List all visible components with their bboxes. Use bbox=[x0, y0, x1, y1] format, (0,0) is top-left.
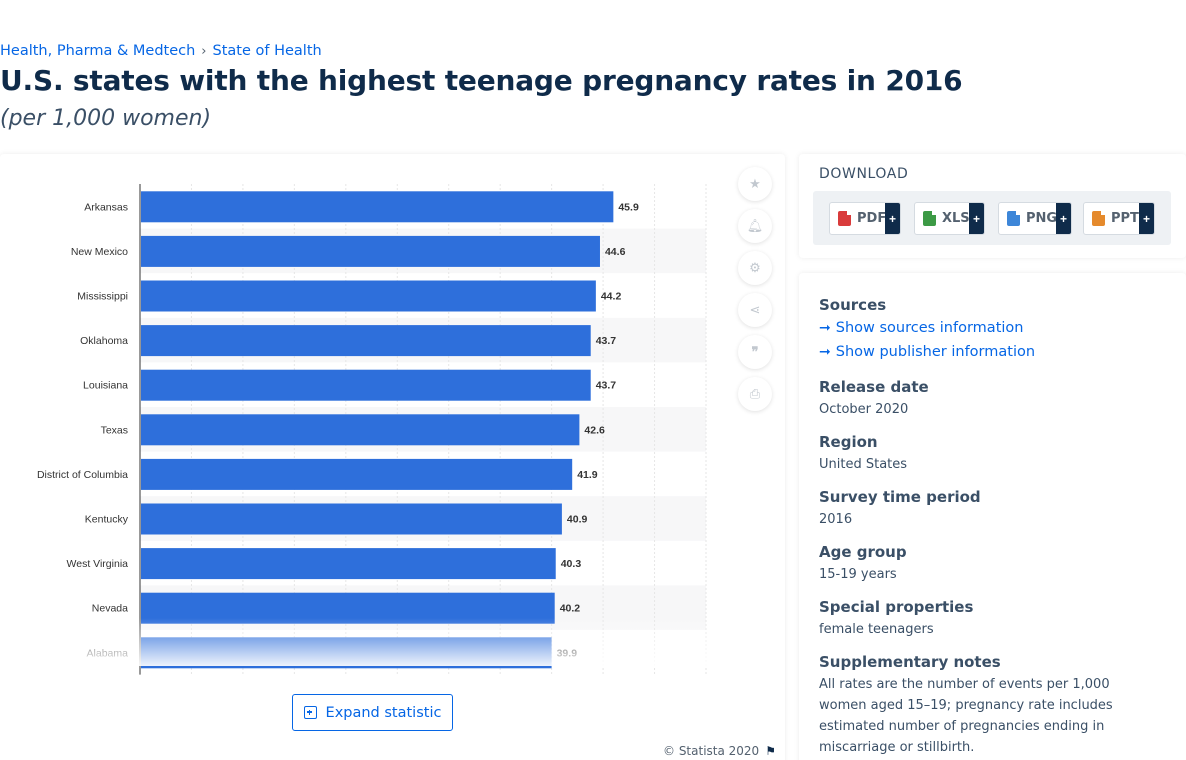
download-xls-plus[interactable]: + bbox=[969, 203, 984, 234]
download-pdf-label: PDF bbox=[857, 211, 887, 226]
bar[interactable] bbox=[141, 235, 600, 267]
page-title: U.S. states with the highest teenage pre… bbox=[0, 64, 963, 97]
special-properties-value: female teenagers bbox=[819, 622, 934, 637]
flag-icon[interactable]: ⚑ bbox=[765, 744, 776, 758]
bar[interactable] bbox=[141, 548, 556, 580]
favorite-button[interactable]: ★ bbox=[738, 167, 772, 201]
print-icon: ⎙ bbox=[749, 386, 761, 401]
supplementary-notes-value: All rates are the number of events per 1… bbox=[819, 677, 1113, 755]
print-button[interactable]: ⎙ bbox=[738, 377, 772, 411]
chart-card: Arkansas New Mexico Mississippi Oklahoma Lou… bbox=[0, 154, 785, 760]
download-row: PDF + XLS + PNG + PPT + bbox=[813, 191, 1171, 245]
value-label: 43.7 bbox=[596, 335, 617, 347]
share-icon: ⋖ bbox=[749, 302, 761, 317]
breadcrumb: Health, Pharma & Medtech › State of Heal… bbox=[0, 43, 322, 59]
category-label: Nevada bbox=[92, 603, 128, 615]
cite-button[interactable]: ❞ bbox=[738, 335, 772, 369]
bar[interactable] bbox=[141, 458, 573, 490]
category-label: Louisiana bbox=[83, 380, 128, 392]
release-date-heading: Release date bbox=[819, 378, 929, 396]
category-label: West Virginia bbox=[67, 558, 129, 570]
sources-heading: Sources bbox=[819, 296, 887, 314]
download-pdf-plus[interactable]: + bbox=[885, 203, 900, 234]
survey-period-value: 2016 bbox=[819, 512, 853, 527]
value-label: 40.3 bbox=[561, 558, 582, 570]
bar[interactable] bbox=[141, 280, 596, 312]
star-icon: ★ bbox=[749, 176, 761, 191]
category-label: New Mexico bbox=[71, 246, 128, 258]
bell-icon: 🔔︎ bbox=[746, 218, 764, 233]
category-label: Arkansas bbox=[84, 201, 128, 213]
value-label: 41.9 bbox=[577, 469, 598, 481]
copyright: © Statista 2020 ⚑ bbox=[663, 744, 776, 758]
survey-period-heading: Survey time period bbox=[819, 488, 981, 506]
value-label: 45.9 bbox=[618, 201, 639, 213]
ppt-file-icon bbox=[1092, 211, 1105, 226]
fade-overlay bbox=[0, 618, 720, 666]
bar[interactable] bbox=[141, 191, 614, 223]
arrow-right-icon: ➞ bbox=[819, 344, 831, 360]
download-ppt-plus[interactable]: + bbox=[1139, 203, 1154, 234]
notification-button[interactable]: 🔔︎ bbox=[738, 209, 772, 243]
age-group-heading: Age group bbox=[819, 543, 907, 561]
value-label: 40.2 bbox=[560, 603, 581, 615]
category-label: Mississippi bbox=[77, 291, 128, 303]
region-value: United States bbox=[819, 457, 908, 472]
expand-statistic-label: Expand statistic bbox=[325, 704, 442, 721]
category-label: Kentucky bbox=[85, 514, 129, 526]
region-heading: Region bbox=[819, 433, 878, 451]
arrow-right-icon: ➞ bbox=[819, 320, 831, 336]
value-label: 42.6 bbox=[584, 424, 605, 436]
category-label: Texas bbox=[101, 424, 128, 436]
xls-file-icon bbox=[923, 211, 936, 226]
bar-chart: Arkansas New Mexico Mississippi Oklahoma Lou… bbox=[0, 184, 720, 675]
value-label: 44.2 bbox=[601, 291, 622, 303]
bar[interactable] bbox=[141, 325, 591, 357]
supplementary-notes-heading: Supplementary notes bbox=[819, 653, 1001, 671]
download-xls-label: XLS bbox=[942, 211, 970, 226]
show-publisher-link[interactable]: ➞ Show publisher information bbox=[819, 344, 1035, 360]
breadcrumb-separator: › bbox=[201, 43, 207, 59]
download-ppt-button[interactable]: PPT + bbox=[1083, 202, 1155, 235]
settings-button[interactable]: ⚙ bbox=[738, 251, 772, 285]
copyright-text: © Statista 2020 bbox=[663, 744, 760, 758]
expand-statistic-button[interactable]: Expand statistic bbox=[292, 694, 453, 731]
value-label: 40.9 bbox=[567, 514, 588, 526]
download-xls-button[interactable]: XLS + bbox=[914, 202, 985, 235]
share-button[interactable]: ⋖ bbox=[738, 293, 772, 327]
bar[interactable] bbox=[141, 369, 591, 401]
value-label: 43.7 bbox=[596, 380, 617, 392]
expand-icon bbox=[303, 706, 317, 719]
show-sources-link[interactable]: ➞ Show sources information bbox=[819, 320, 1023, 336]
category-label: District of Columbia bbox=[37, 469, 128, 481]
show-sources-label: Show sources information bbox=[835, 320, 1024, 336]
download-png-label: PNG bbox=[1026, 211, 1058, 226]
age-group-value: 15-19 years bbox=[819, 567, 897, 582]
page-subtitle: (per 1,000 women) bbox=[0, 106, 212, 131]
info-card: Sources ➞ Show sources information ➞ Sho… bbox=[799, 273, 1186, 760]
special-properties-heading: Special properties bbox=[819, 598, 974, 616]
value-label: 44.6 bbox=[605, 246, 626, 258]
bar[interactable] bbox=[141, 414, 580, 446]
quote-icon: ❞ bbox=[751, 344, 759, 359]
download-ppt-label: PPT bbox=[1111, 211, 1139, 226]
category-label: Oklahoma bbox=[80, 335, 128, 347]
png-file-icon bbox=[1007, 211, 1020, 226]
download-pdf-button[interactable]: PDF + bbox=[829, 202, 901, 235]
pdf-file-icon bbox=[838, 211, 851, 226]
download-png-button[interactable]: PNG + bbox=[998, 202, 1072, 235]
bar[interactable] bbox=[141, 503, 562, 535]
breadcrumb-link-health[interactable]: Health, Pharma & Medtech bbox=[0, 43, 196, 59]
breadcrumb-link-state-of-health[interactable]: State of Health bbox=[212, 43, 322, 59]
download-title: DOWNLOAD bbox=[819, 166, 909, 182]
show-publisher-label: Show publisher information bbox=[835, 344, 1036, 360]
gear-icon: ⚙ bbox=[749, 260, 761, 275]
download-card: DOWNLOAD PDF + XLS + PNG + PPT + bbox=[799, 154, 1186, 258]
download-png-plus[interactable]: + bbox=[1056, 203, 1071, 234]
release-date-value: October 2020 bbox=[819, 402, 909, 417]
